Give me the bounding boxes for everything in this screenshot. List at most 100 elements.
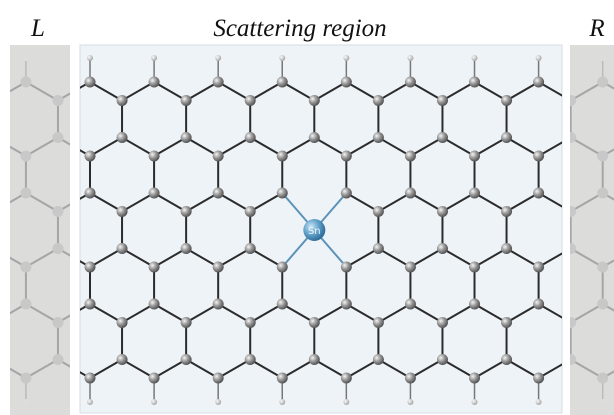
carbon xyxy=(469,372,481,384)
bond xyxy=(506,192,540,213)
carbon xyxy=(20,187,32,199)
bond xyxy=(441,303,476,324)
center-lattice: Sn xyxy=(80,55,562,405)
carbon xyxy=(533,150,545,162)
bond xyxy=(217,358,251,379)
carbon xyxy=(533,76,545,88)
bond xyxy=(602,81,614,90)
carbon xyxy=(404,150,416,162)
bond xyxy=(153,247,187,268)
bond xyxy=(345,136,379,157)
carbon xyxy=(501,243,513,254)
bond xyxy=(80,81,91,89)
bond xyxy=(121,192,155,213)
carbon xyxy=(372,317,384,328)
carbon xyxy=(180,354,192,365)
bond xyxy=(80,371,91,379)
carbon xyxy=(436,243,448,254)
carbon xyxy=(469,76,481,88)
bond xyxy=(345,81,379,102)
bond xyxy=(281,303,315,324)
bond xyxy=(506,303,540,324)
carbon xyxy=(597,261,609,273)
bond xyxy=(570,81,604,102)
bond xyxy=(249,192,283,213)
carbon xyxy=(180,317,192,328)
bond xyxy=(441,247,476,268)
bond xyxy=(506,358,540,379)
hydrogen xyxy=(343,399,350,405)
bond xyxy=(80,149,91,157)
carbon xyxy=(308,95,320,106)
carbon xyxy=(597,76,609,88)
carbon xyxy=(597,372,609,384)
carbon xyxy=(404,372,416,384)
hydrogen xyxy=(471,399,478,405)
bond xyxy=(409,136,443,157)
right-lattice xyxy=(570,55,614,405)
bond xyxy=(409,192,443,213)
bond xyxy=(153,303,187,324)
carbon xyxy=(372,95,384,106)
carbon xyxy=(276,76,288,88)
bond xyxy=(506,247,540,268)
carbon xyxy=(148,372,160,384)
bond xyxy=(185,81,219,102)
bond xyxy=(409,81,443,102)
bond xyxy=(57,92,70,102)
hydrogen xyxy=(279,55,286,61)
bond xyxy=(249,247,283,268)
carbon xyxy=(20,372,32,384)
hydrogen xyxy=(215,399,222,405)
bond xyxy=(10,192,27,204)
bond xyxy=(121,136,155,157)
bond xyxy=(377,192,411,213)
carbon xyxy=(244,354,256,365)
left-lead xyxy=(10,45,70,415)
carbon xyxy=(570,132,577,143)
carbon xyxy=(116,354,128,365)
carbon xyxy=(52,317,64,328)
bond xyxy=(538,363,562,379)
bond xyxy=(185,247,219,268)
carbon xyxy=(84,187,96,199)
bond xyxy=(80,192,91,200)
bond xyxy=(25,81,59,102)
carbon xyxy=(52,243,64,254)
carbon xyxy=(597,298,609,310)
carbon xyxy=(597,150,609,162)
carbon xyxy=(180,206,192,217)
hydrogen xyxy=(22,55,29,61)
bond xyxy=(57,314,70,324)
carbon xyxy=(469,150,481,162)
carbon xyxy=(340,261,352,273)
right-lead xyxy=(570,45,614,415)
carbon xyxy=(501,317,513,328)
carbon xyxy=(340,372,352,384)
dopant-label: Sn xyxy=(308,226,321,237)
bond xyxy=(185,136,219,157)
bond xyxy=(89,136,123,157)
carbon xyxy=(340,150,352,162)
carbon xyxy=(212,298,224,310)
carbon xyxy=(52,354,64,365)
carbon xyxy=(533,372,545,384)
bond xyxy=(57,358,70,368)
bond xyxy=(25,247,59,268)
bond xyxy=(89,192,123,213)
bond xyxy=(602,148,614,157)
carbon xyxy=(20,261,32,273)
carbon xyxy=(148,261,160,273)
carbon xyxy=(404,187,416,199)
bond xyxy=(441,192,476,213)
bond xyxy=(474,247,508,268)
carbon xyxy=(436,95,448,106)
carbon xyxy=(116,132,128,143)
carbon xyxy=(597,187,609,199)
bond xyxy=(313,358,347,379)
carbon xyxy=(116,243,128,254)
center-label: Scattering region xyxy=(213,15,386,42)
bond xyxy=(121,81,155,102)
carbon xyxy=(501,95,513,106)
